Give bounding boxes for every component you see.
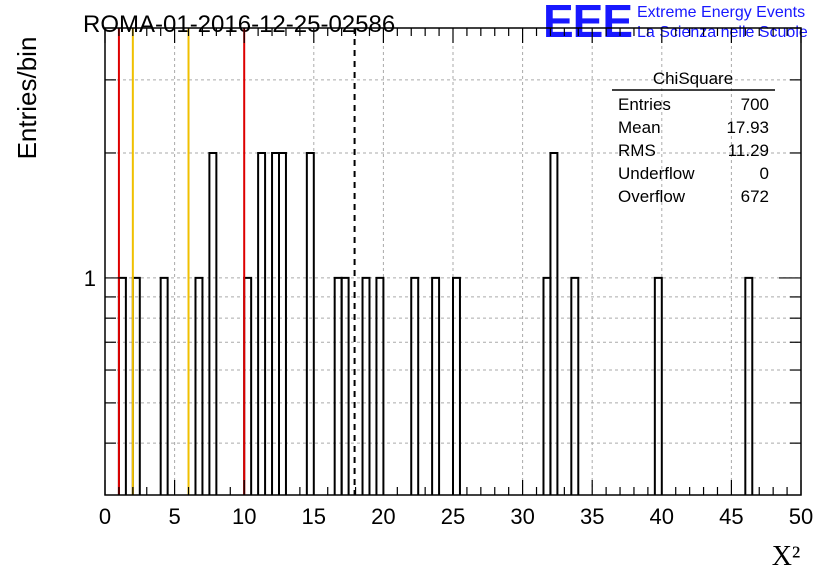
stats-label: Overflow	[618, 187, 686, 206]
histogram-bin	[194, 276, 204, 495]
y-tick-label: 1	[84, 266, 96, 291]
histogram-bin	[340, 276, 350, 495]
stats-label: Mean	[618, 118, 661, 137]
stats-label: Underflow	[618, 164, 695, 183]
histogram-bin	[542, 276, 552, 495]
stats-label: Entries	[618, 95, 671, 114]
reference-lines	[117, 28, 356, 495]
histogram-bin	[549, 151, 559, 495]
x-tick-label: 30	[510, 504, 534, 529]
x-tick-label: 25	[441, 504, 465, 529]
histogram-bars	[117, 151, 754, 495]
y-axis-label: Entries/bin	[12, 37, 42, 160]
histogram-bin	[278, 151, 287, 495]
histogram-bin	[271, 151, 280, 495]
x-axis-label: X²	[772, 541, 801, 572]
histogram-bin	[208, 151, 218, 495]
logo-line-1: Extreme Energy Events	[637, 4, 806, 21]
histogram-bin	[333, 276, 343, 495]
stats-label: RMS	[618, 141, 656, 160]
histogram-bin	[570, 276, 580, 495]
histogram-bin	[159, 276, 169, 495]
histogram-bin	[653, 276, 663, 495]
x-tick-label: 40	[650, 504, 674, 529]
stats-value: 17.93	[726, 118, 769, 137]
chart-title: ROMA-01-2016-12-25-02586	[83, 11, 396, 38]
stats-value: 672	[741, 187, 769, 206]
x-tick-label: 10	[232, 504, 256, 529]
histogram-bin	[361, 276, 371, 495]
histogram-bin	[305, 151, 315, 495]
x-tick-label: 20	[371, 504, 395, 529]
x-tick-label: 45	[719, 504, 743, 529]
stats-box: ChiSquare Entries 700 Mean 17.93 RMS 11.29 Und…	[612, 69, 775, 206]
stats-value: 0	[760, 164, 769, 183]
x-tick-label: 5	[168, 504, 180, 529]
stats-value: 11.29	[728, 141, 769, 160]
stats-name: ChiSquare	[653, 69, 733, 88]
x-tick-label: 15	[302, 504, 326, 529]
histogram-bin	[131, 276, 141, 495]
x-tick-label: 50	[789, 504, 813, 529]
histogram-bin	[375, 276, 385, 495]
axis-ticks: 10 5 10 15 20 25 30 35 40 45 50	[84, 27, 813, 529]
histogram-bin	[410, 276, 420, 495]
x-tick-label: 35	[580, 504, 604, 529]
histogram-bin	[431, 276, 441, 495]
histogram-bin	[452, 276, 461, 495]
histogram-bin	[243, 276, 253, 495]
stats-value: 700	[741, 95, 769, 114]
histogram-bin	[117, 276, 127, 495]
x-tick-label: 0	[99, 504, 111, 529]
eee-logo-mark: EEE	[543, 0, 633, 47]
histogram-bin	[257, 151, 267, 495]
histogram-bin	[744, 276, 754, 495]
